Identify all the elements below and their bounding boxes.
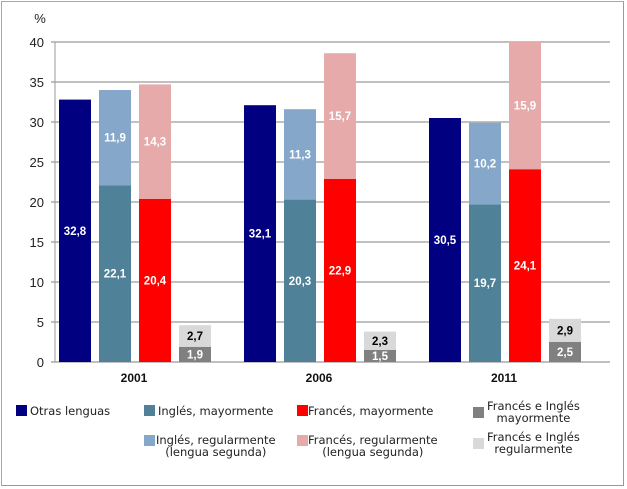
legend-label: Francés e Inglés regularmente (487, 430, 580, 456)
bar-segment (469, 204, 501, 362)
data-label: 22,9 (329, 265, 351, 277)
bars: 32,8 22,1 11,9 20,4 14,3 1,9 2,7 32,1 20,3 11,3 22… (59, 42, 581, 363)
bar-segment (429, 118, 461, 362)
bar-segment (99, 185, 131, 362)
y-tick-label: 10 (30, 275, 44, 290)
bar-segment (59, 99, 91, 362)
data-label: 32,1 (249, 229, 272, 241)
data-label: 2,3 (372, 336, 388, 348)
data-label: 19,7 (474, 278, 496, 290)
x-tick-label: 2006 (306, 371, 333, 385)
bar-segment (509, 42, 541, 170)
bar-segment (284, 109, 316, 200)
data-label: 10,2 (474, 159, 496, 171)
y-tick-label: 5 (37, 315, 44, 330)
data-label: 15,7 (329, 111, 351, 123)
legend-swatch (144, 435, 155, 446)
data-label: 11,3 (289, 149, 311, 161)
data-label: 30,5 (434, 235, 457, 247)
data-label: 24,1 (514, 261, 537, 273)
y-tick-label: 0 (37, 355, 44, 370)
data-label: 20,3 (289, 276, 311, 288)
data-label: 14,3 (144, 137, 166, 149)
bar-segment (469, 122, 501, 205)
y-tick-label: 40 (30, 35, 44, 50)
y-axis-ticks: 0 5 10 15 20 25 30 35 40 (30, 35, 44, 370)
bar-segment (324, 53, 356, 179)
bar-segment (549, 318, 581, 342)
legend-label: Francés, mayormente (308, 404, 434, 418)
y-tick-label: 20 (30, 195, 44, 210)
data-label: 2,9 (557, 325, 573, 337)
legend-label: Francés, regularmente (lengua segunda) (308, 433, 438, 459)
bar-segment (179, 325, 211, 347)
x-tick-label: 2011 (491, 371, 517, 385)
data-label: 20,4 (144, 275, 167, 287)
bar-segment (549, 342, 581, 362)
bar-segment (364, 331, 396, 350)
x-axis-categories: 2001 2006 2011 (121, 371, 518, 385)
legend-swatch (473, 438, 484, 449)
legend-label: Inglés, regularmente (lengua segunda) (156, 433, 276, 459)
data-label: 15,9 (514, 101, 536, 113)
bar-segment (139, 84, 171, 199)
y-axis-label: % (34, 11, 46, 26)
y-tick-label: 35 (30, 75, 44, 90)
y-tick-label: 25 (30, 155, 44, 170)
legend-label: Inglés, mayormente (158, 404, 274, 418)
bar-segment (99, 90, 131, 186)
data-label: 1,5 (372, 351, 389, 363)
bar-segment (139, 198, 171, 362)
data-label: 2,7 (187, 331, 203, 343)
bar-segment (179, 346, 211, 362)
bar-segment (509, 169, 541, 362)
legend-label: Francés e Inglés mayormente (487, 399, 580, 425)
bar-segment (244, 105, 276, 362)
legend-swatch (297, 405, 308, 416)
y-tick-label: 15 (30, 235, 44, 250)
y-tick-label: 30 (30, 115, 44, 130)
data-label: 22,1 (104, 269, 127, 281)
x-tick-label: 2001 (121, 371, 148, 385)
legend-swatch (297, 435, 308, 446)
bar-chart: 0 5 10 15 20 25 30 35 40 % 32,8 22,1 11,9 20,4 14,3 1… (30, 11, 610, 385)
data-label: 1,9 (187, 349, 203, 361)
bar-segment (324, 178, 356, 362)
data-label: 11,9 (104, 133, 126, 145)
bar-segment (364, 350, 396, 362)
legend-swatch (144, 405, 155, 416)
legend-swatch (473, 407, 484, 418)
legend-label: Otras lenguas (30, 404, 111, 418)
data-label: 32,8 (64, 226, 87, 238)
data-label: 2,5 (557, 347, 574, 359)
bar-segment (284, 199, 316, 362)
legend-swatch (16, 405, 27, 416)
